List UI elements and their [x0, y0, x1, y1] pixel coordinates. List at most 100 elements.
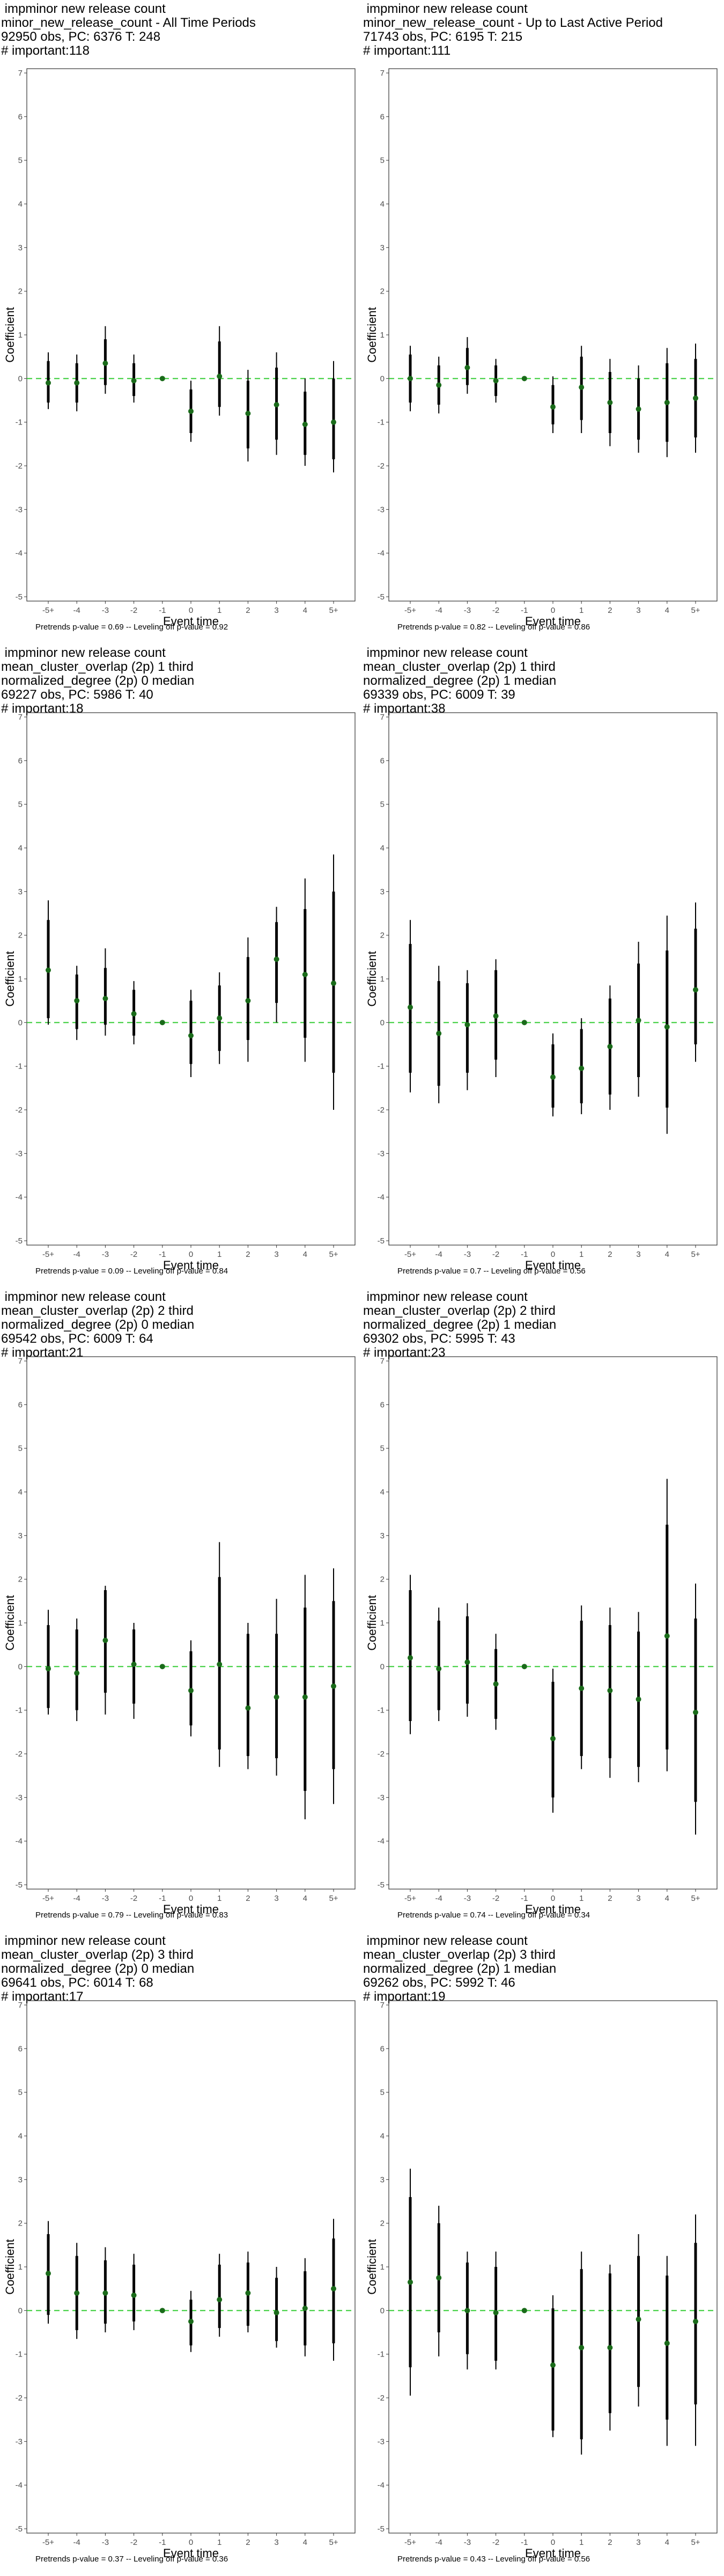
chart-title-line: minor_new_release_count - Up to Last Act… [363, 16, 663, 30]
x-tick-label: 1 [579, 1894, 583, 1903]
x-tick-label: -4 [73, 1250, 80, 1259]
coefficient-point [274, 956, 279, 962]
coefficient-point [436, 1666, 442, 1672]
y-tick-label: 1 [18, 2263, 23, 2272]
y-tick-label: 5 [18, 2088, 23, 2097]
chart-title-line: 71743 obs, PC: 6195 T: 215 [363, 30, 523, 44]
x-tick-label: -1 [521, 2538, 528, 2547]
coefficient-point [579, 1065, 585, 1071]
chart-panel: impminor new release count minor_new_rele… [0, 0, 362, 644]
chart-title: impminor new release count minor_new_rele… [1, 2, 256, 58]
chart-title: impminor new release count minor_new_rele… [363, 2, 663, 58]
y-tick-label: -1 [16, 1706, 23, 1715]
y-tick-label: 6 [18, 2044, 23, 2053]
coefficient-point [693, 2318, 698, 2324]
coefficient-point [550, 2362, 556, 2368]
chart-plot: -5 -4 -3 -2 -1 0 1 2 3 4 5 6 7 -5+ -4 -3 -2 -1 0 1 2 3 4 5+ Coef… [3, 712, 356, 1272]
y-tick-label: 2 [380, 1575, 385, 1584]
x-tick-label: 1 [579, 1250, 583, 1259]
coefficient-point [550, 1074, 556, 1080]
x-tick-label: 4 [303, 1250, 307, 1259]
chart-panel: impminor new release count mean_cluster_o… [362, 644, 724, 1288]
coefficient-point [664, 400, 670, 406]
chart-title-line: 69542 obs, PC: 6009 T: 64 [1, 1331, 153, 1346]
y-tick-label: -1 [378, 2350, 385, 2359]
x-tick-label: 2 [246, 1894, 250, 1903]
plot-frame [388, 68, 718, 602]
x-tick-label: 3 [636, 606, 640, 615]
x-tick-label: 5+ [329, 1894, 338, 1903]
coefficient-point [436, 382, 442, 388]
y-tick-label: -3 [16, 1149, 23, 1158]
x-tick-label: 5+ [691, 2538, 700, 2547]
coefficient-point [331, 419, 336, 425]
x-axis-title: Event time [525, 614, 581, 628]
x-tick-label: 5+ [691, 606, 700, 615]
x-tick-label: 0 [551, 1250, 555, 1259]
y-tick-label: -2 [378, 1106, 385, 1115]
coefficient-point [550, 404, 556, 410]
y-tick-label: 3 [18, 887, 23, 896]
coefficient-point [102, 360, 108, 366]
x-tick-label: 2 [246, 1250, 250, 1259]
y-tick-label: -4 [378, 549, 385, 558]
pvalue-footnote: Pretrends p-value = 0.7 -- Leveling off … [397, 1267, 586, 1276]
y-tick-label: 4 [18, 2132, 23, 2141]
coefficient-point [521, 2308, 527, 2314]
x-tick-label: 3 [636, 1250, 640, 1259]
chart-title: impminor new release count mean_cluster_o… [1, 1934, 194, 2004]
y-tick-label: 5 [18, 156, 23, 165]
x-tick-label: 1 [579, 606, 583, 615]
y-tick-label: 5 [380, 156, 385, 165]
coefficient-point [302, 971, 308, 977]
coefficient-point [607, 1044, 613, 1050]
coefficient-point [74, 998, 80, 1004]
x-tick-label: -3 [102, 2538, 109, 2547]
coefficient-point [521, 1020, 527, 1026]
y-tick-label: 6 [380, 1400, 385, 1409]
x-tick-label: 1 [217, 2538, 221, 2547]
x-axis-title: Event time [163, 1258, 219, 1272]
x-tick-label: 1 [217, 1894, 221, 1903]
y-tick-label: -2 [16, 1750, 23, 1759]
coefficient-point [464, 2308, 470, 2314]
chart-plot: -5 -4 -3 -2 -1 0 1 2 3 4 5 6 7 -5+ -4 -3 -2 -1 0 1 2 3 4 5+ Coef… [365, 712, 718, 1272]
coefficient-point [274, 402, 279, 408]
coefficient-point [131, 2292, 137, 2298]
coefficient-point [74, 1670, 80, 1676]
y-tick-label: 4 [18, 844, 23, 853]
x-tick-label: 1 [217, 606, 221, 615]
coefficient-point [464, 1659, 470, 1665]
y-tick-label: 4 [18, 1488, 23, 1497]
coefficient-point [159, 376, 165, 382]
y-tick-label: 0 [18, 374, 23, 383]
x-tick-label: 0 [551, 2538, 555, 2547]
chart-title-line: mean_cluster_overlap (2p) 3 third [363, 1948, 556, 1962]
x-tick-label: -2 [130, 1894, 137, 1903]
y-tick-label: -2 [16, 2394, 23, 2403]
pvalue-footnote: Pretrends p-value = 0.69 -- Leveling off… [35, 623, 228, 632]
coefficient-point [636, 406, 641, 412]
x-tick-label: -1 [159, 1894, 166, 1903]
x-tick-label: -2 [492, 2538, 499, 2547]
coefficient-point [159, 1664, 165, 1670]
y-axis-title: Coefficient [365, 307, 379, 363]
y-tick-label: -2 [378, 462, 385, 471]
coefficient-point [493, 1681, 499, 1687]
y-axis-title: Coefficient [3, 1595, 17, 1651]
x-tick-label: -2 [492, 606, 499, 615]
x-tick-label: 0 [189, 1894, 193, 1903]
chart-plot: -5 -4 -3 -2 -1 0 1 2 3 4 5 6 7 -5+ -4 -3 -2 -1 0 1 2 3 4 5+ Coef… [3, 1356, 356, 1916]
chart-title-line: mean_cluster_overlap (2p) 3 third [1, 1948, 194, 1962]
coefficient-point [521, 376, 527, 382]
coefficient-point [74, 2290, 80, 2296]
chart-title-line: normalized_degree (2p) 0 median [1, 1318, 195, 1332]
y-tick-label: 4 [380, 844, 385, 853]
coefficient-point [521, 1664, 527, 1670]
pvalue-footnote: Pretrends p-value = 0.43 -- Leveling off… [397, 2555, 590, 2564]
chart-title-line: normalized_degree (2p) 1 median [363, 1318, 557, 1332]
coefficient-point [331, 2286, 336, 2292]
coefficient-point [245, 1705, 251, 1711]
y-tick-label: 2 [380, 2219, 385, 2228]
coefficient-point [493, 1013, 499, 1019]
